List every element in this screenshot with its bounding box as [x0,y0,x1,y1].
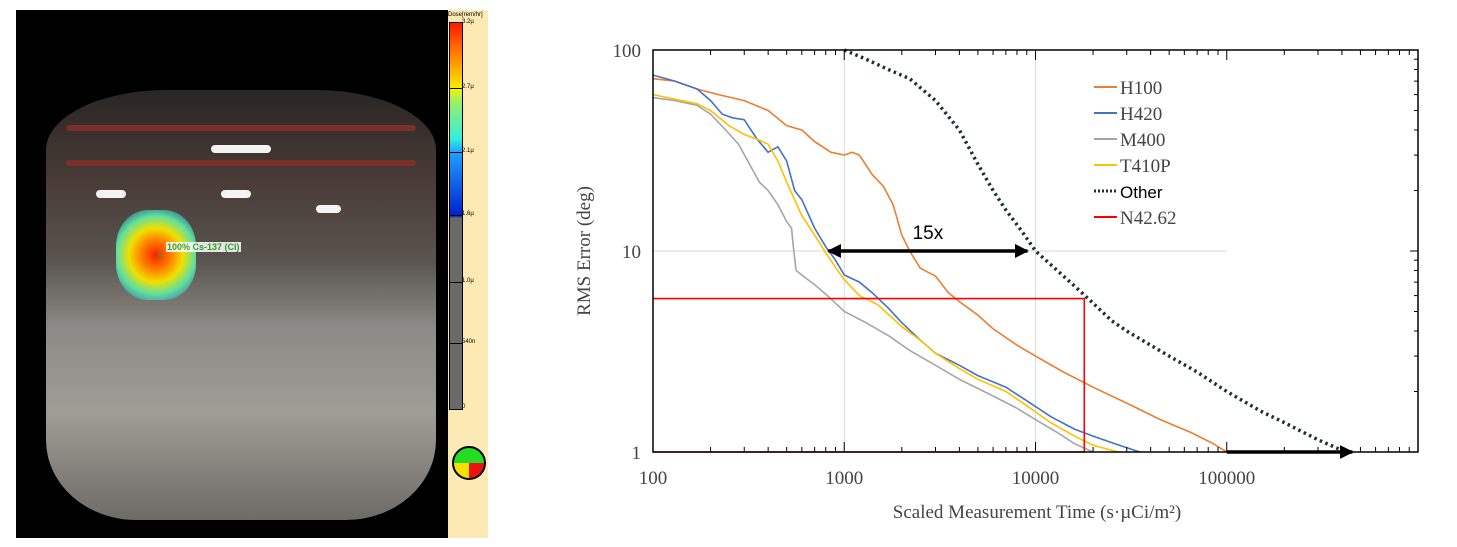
source-label: 100% Cs-137 (Cl) [166,242,241,252]
x-axis-label: Scaled Measurement Time (s·µCi/m²) [893,502,1181,523]
y-axis-label: RMS Error (deg) [574,186,595,316]
series-line-n4262 [653,297,1086,453]
x-tick-label: 100000 [1198,468,1255,489]
colorbar-panel: Dose[rem/hr] 3.2μ 2.7μ 2.1μ 1.6μ 1.0μ 54… [448,10,488,538]
colorbar-tick: 2.7μ [462,84,474,90]
series-line-h420 [652,74,1140,453]
colorbar-tick: 540n [462,339,476,345]
ceiling-light [221,190,251,198]
legend-label: N42.62 [1120,208,1176,229]
annotation-label: 15x [913,223,944,244]
fisheye-photo [46,90,436,520]
ceiling-beam [66,160,416,166]
ceiling-light [96,190,126,198]
series-line-t410p [652,93,1119,453]
colorbar-title: Dose[rem/hr] [448,12,483,18]
series-line-m400 [652,96,1094,453]
colorbar-tick: 3.2μ [462,19,474,25]
x-tick-label: 100 [639,468,668,489]
annotations: 15x [826,223,1354,459]
colorbar [449,22,463,410]
axes [652,49,1419,453]
ceiling-light [211,145,271,153]
y-tick-label: 1 [632,443,642,464]
legend-label: Other [1120,183,1163,202]
legend-label: M400 [1120,130,1165,151]
y-tick-label: 10 [622,242,641,263]
legend: H100 H420 M400 T410P Other N42.62 [1094,78,1176,229]
x-tick-label: 10000 [1012,468,1060,489]
legend-label: T410P [1120,156,1171,177]
legend-label: H420 [1120,104,1162,125]
tick-labels: 100 1000 10000 100000 1 10 100 [613,41,1256,489]
colorbar-tick: 1.6μ [462,211,474,217]
x-tick-label: 1000 [825,468,863,489]
ceiling-beam [66,125,416,131]
radiation-hotspot-overlay [116,210,196,300]
colorbar-tick: 0 [462,404,466,410]
gamma-camera-image: × 100% Cs-137 (Cl) [16,10,448,538]
orientation-compass-icon [452,446,486,480]
series-line-h100 [652,77,1228,453]
rms-error-chart: 100 1000 10000 100000 1 10 100 Scaled Measurem… [574,41,1419,523]
ceiling-light [316,205,341,213]
source-marker-icon: × [157,251,163,262]
y-tick-label: 100 [613,41,642,62]
legend-label: H100 [1120,78,1162,99]
colorbar-tick: 1.0μ [462,278,474,284]
series-group [652,48,1347,454]
colorbar-tick: 2.1μ [462,148,474,154]
